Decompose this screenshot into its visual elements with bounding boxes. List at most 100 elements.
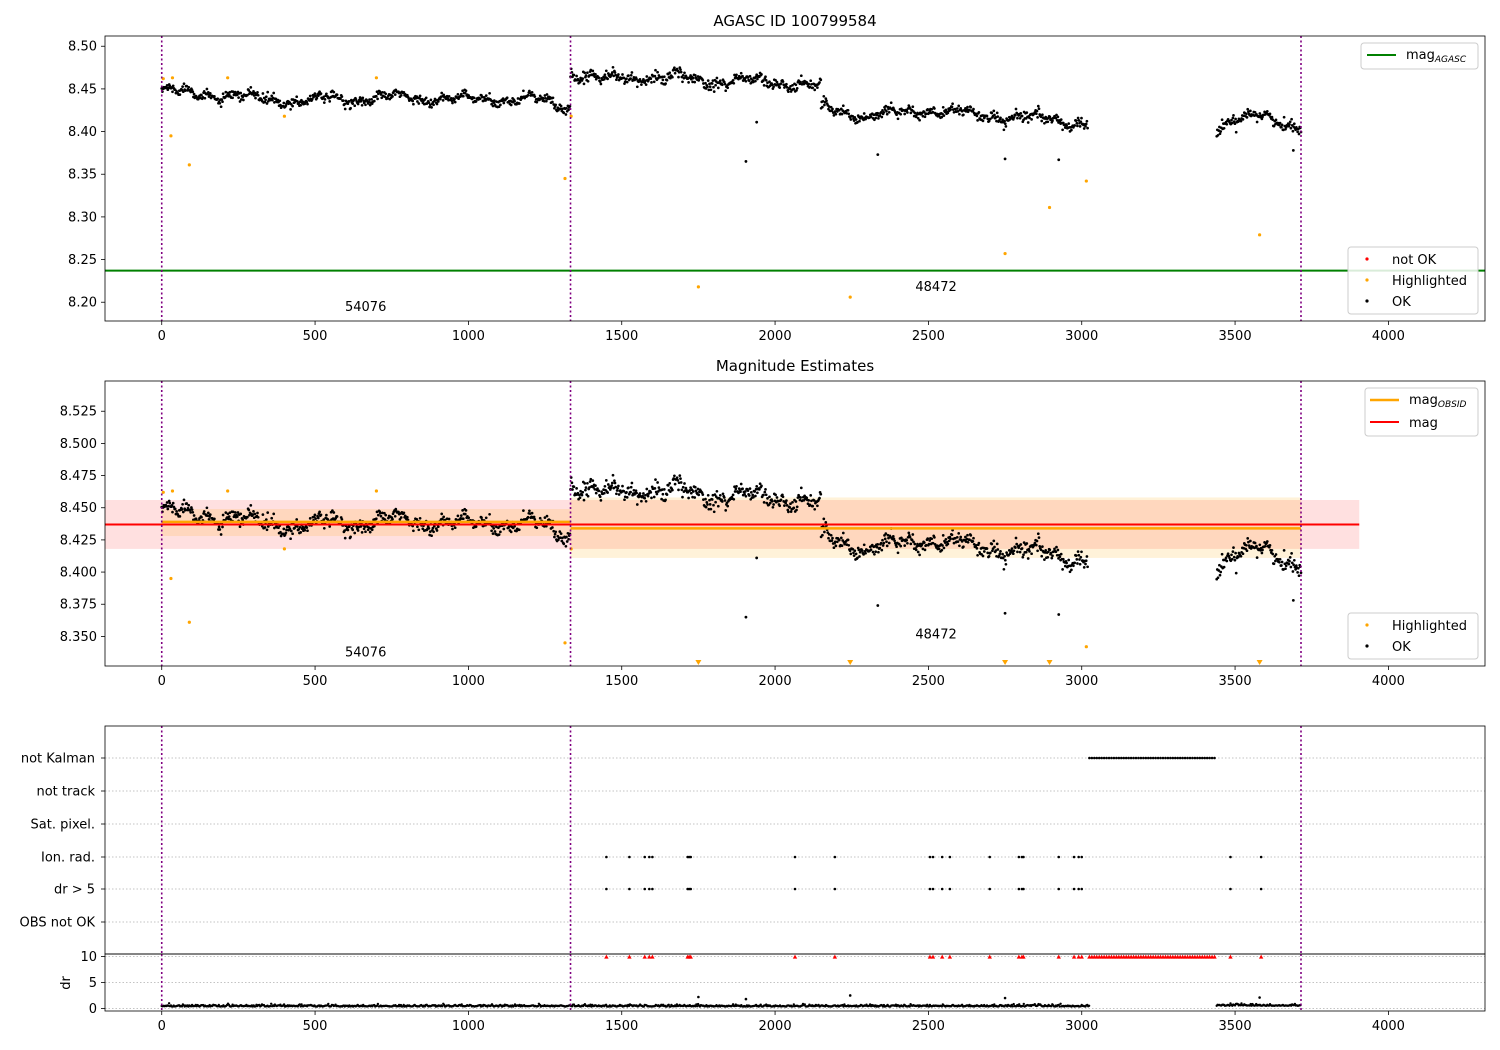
ok-point	[1280, 125, 1283, 129]
ok-point	[665, 493, 669, 496]
ok-point	[734, 487, 738, 491]
ok-point	[1263, 544, 1267, 548]
ok-point	[575, 487, 578, 490]
ok-point	[816, 504, 819, 508]
ok-point	[1220, 552, 1224, 556]
flag-point	[1132, 756, 1135, 760]
ok-point	[681, 73, 685, 77]
x-tick-label: 1500	[605, 674, 638, 689]
ok-point	[291, 532, 294, 536]
ok-point	[1288, 556, 1292, 559]
ok-point	[1230, 118, 1233, 122]
ok-point	[332, 511, 336, 514]
ok-point	[380, 90, 384, 94]
ok-point	[689, 486, 692, 489]
ok-point	[966, 105, 969, 109]
dr-clipped-marker	[792, 954, 798, 959]
ok-point	[847, 543, 851, 547]
ok-point	[1290, 561, 1294, 565]
ok-point	[701, 78, 705, 82]
ok-point	[881, 109, 884, 112]
ok-point	[702, 498, 705, 501]
ok-point	[1012, 549, 1016, 553]
ok-point	[239, 98, 243, 101]
ok-point	[614, 485, 618, 489]
ok-point	[940, 548, 944, 552]
ok-point	[610, 71, 614, 74]
ok-point	[600, 490, 603, 494]
ok-point	[679, 68, 682, 71]
flag-point	[1213, 756, 1216, 760]
ok-point	[459, 514, 463, 517]
highlighted-point	[563, 176, 567, 181]
ok-point	[950, 533, 954, 537]
ok-point	[492, 99, 496, 102]
ok-point	[586, 71, 589, 75]
ok-point	[959, 535, 963, 539]
flag-point	[1171, 756, 1175, 760]
ok-point	[509, 103, 513, 107]
ok-point	[880, 548, 884, 552]
ok-point	[823, 103, 826, 107]
ok-point	[812, 499, 816, 502]
ok-point	[768, 80, 771, 84]
ok-point	[1233, 558, 1237, 562]
ok-point	[1245, 549, 1249, 553]
ok-point	[718, 79, 722, 83]
ok-point	[622, 489, 626, 493]
ok-point	[644, 83, 648, 86]
ok-point	[653, 74, 657, 78]
ok-point	[726, 504, 730, 508]
dr-ok-point	[167, 1004, 170, 1007]
ok-point	[916, 550, 920, 554]
ok-point	[1255, 544, 1258, 548]
ok-point	[754, 494, 757, 498]
ok-point	[908, 535, 912, 539]
ok-point	[1061, 557, 1065, 561]
ok-point	[821, 533, 824, 537]
ok-point	[714, 83, 717, 87]
ok-point	[1020, 114, 1024, 118]
x-tick-label: 2000	[759, 329, 792, 344]
flag-point	[1176, 756, 1180, 760]
ok-point	[713, 493, 717, 496]
ok-point	[580, 493, 584, 497]
legend-mag-obsid-label: magOBSID	[1409, 393, 1467, 410]
ok-point	[1292, 558, 1296, 562]
ok-point	[221, 513, 225, 517]
ok-point	[299, 531, 303, 534]
ok-point	[322, 95, 326, 99]
ok-point	[977, 541, 981, 545]
estimates-point-legend: Highlighted OK	[1347, 612, 1479, 660]
ok-point	[1255, 120, 1259, 124]
ok-point	[562, 111, 566, 115]
flag-point	[1259, 855, 1263, 859]
x-tick-label: 2500	[912, 674, 945, 689]
flag-point	[1100, 756, 1103, 760]
ok-point	[1014, 113, 1017, 117]
dr-ok-point	[270, 1002, 273, 1005]
ok-point	[384, 92, 388, 96]
ok-point	[188, 508, 192, 512]
ok-point	[818, 81, 821, 84]
ok-point	[887, 110, 891, 114]
ok-point	[370, 97, 373, 101]
ok-point	[328, 100, 332, 103]
ok-point	[289, 529, 293, 533]
ok-point	[571, 488, 574, 491]
ok-point	[592, 486, 595, 489]
x-tick-label: 1000	[452, 329, 485, 344]
ok-point	[224, 511, 228, 514]
ok-point	[982, 116, 986, 120]
ok-point	[711, 79, 715, 82]
ok-point	[1271, 118, 1275, 121]
ok-point	[776, 83, 780, 86]
ok-point	[940, 115, 944, 119]
ok-point	[696, 487, 700, 491]
dr-clipped-marker	[832, 954, 838, 959]
ok-point	[640, 83, 643, 86]
ok-point	[1222, 565, 1226, 569]
flag-point	[1107, 756, 1111, 760]
ok-point	[543, 94, 547, 97]
